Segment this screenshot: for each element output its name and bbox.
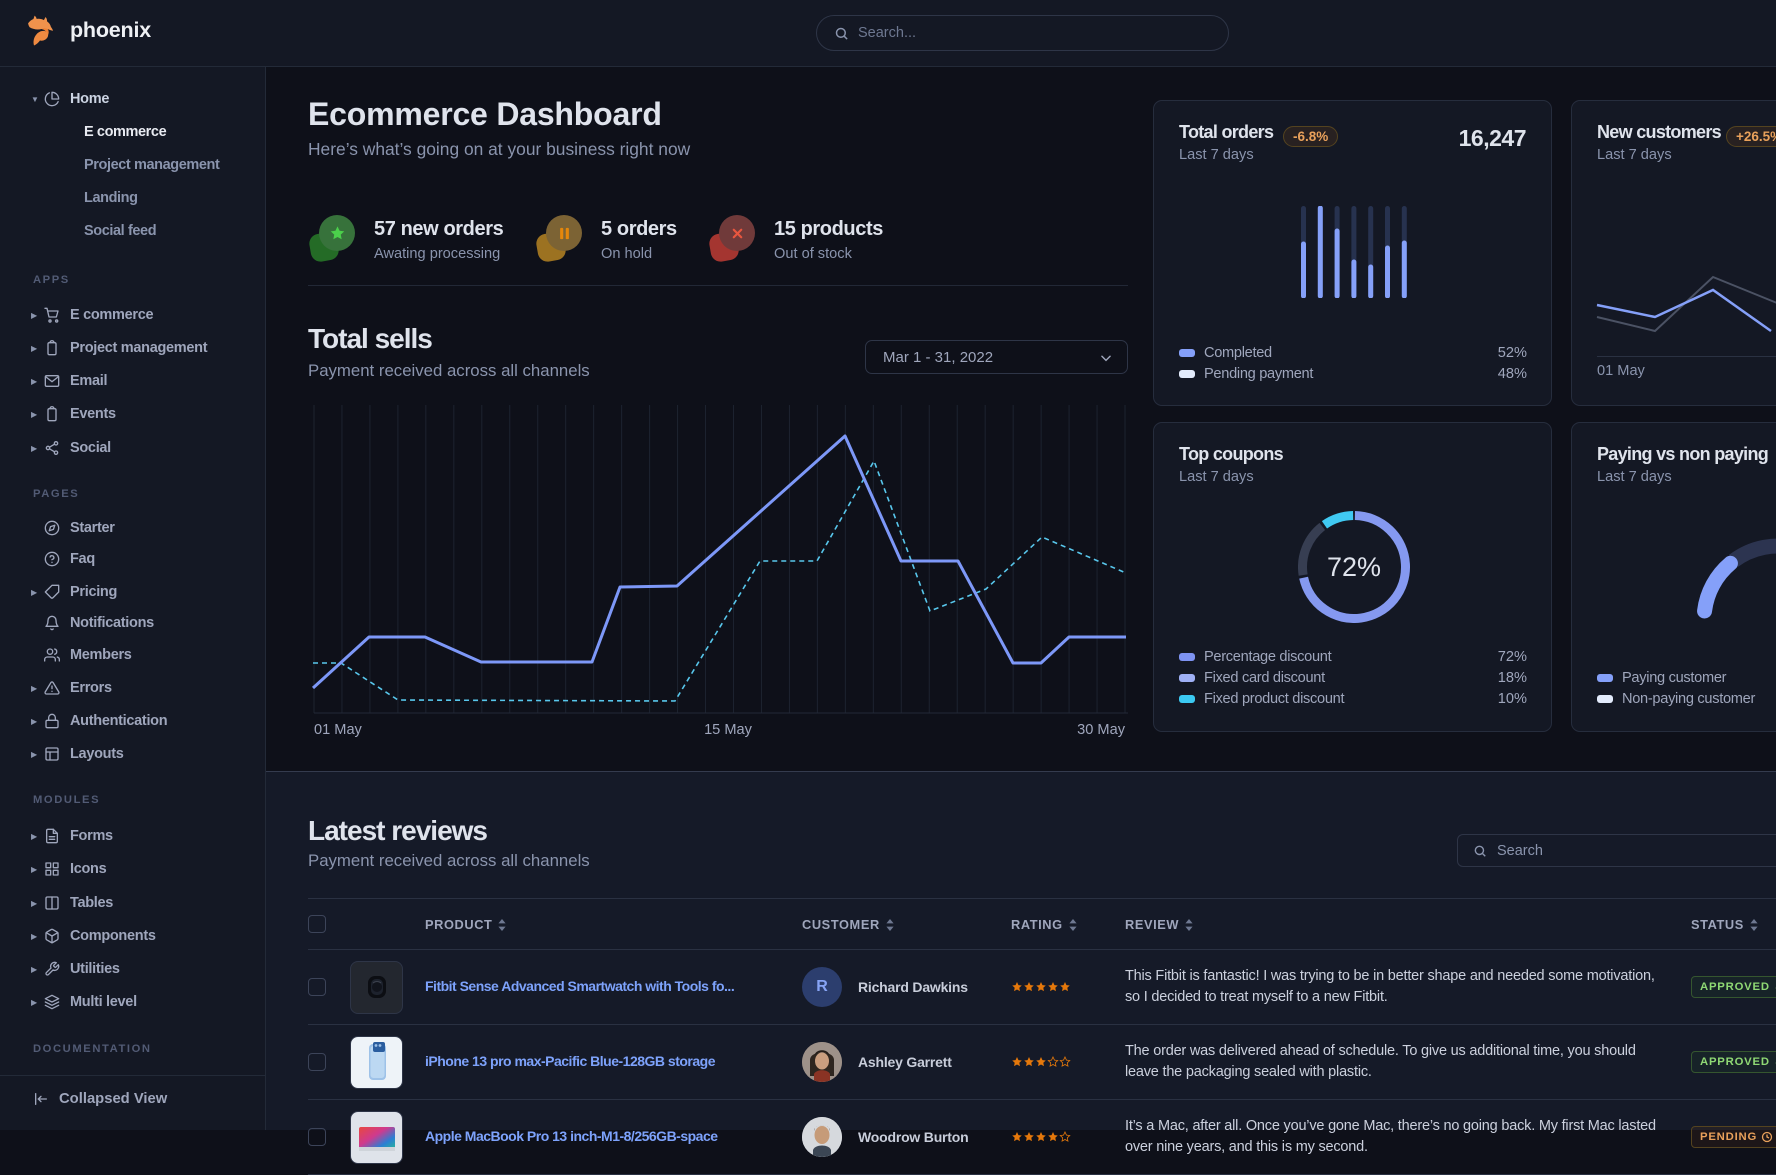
svg-text:01 May: 01 May (314, 722, 363, 738)
svg-text:15 May: 15 May (704, 722, 753, 738)
svg-text:30 May: 30 May (1077, 722, 1126, 738)
